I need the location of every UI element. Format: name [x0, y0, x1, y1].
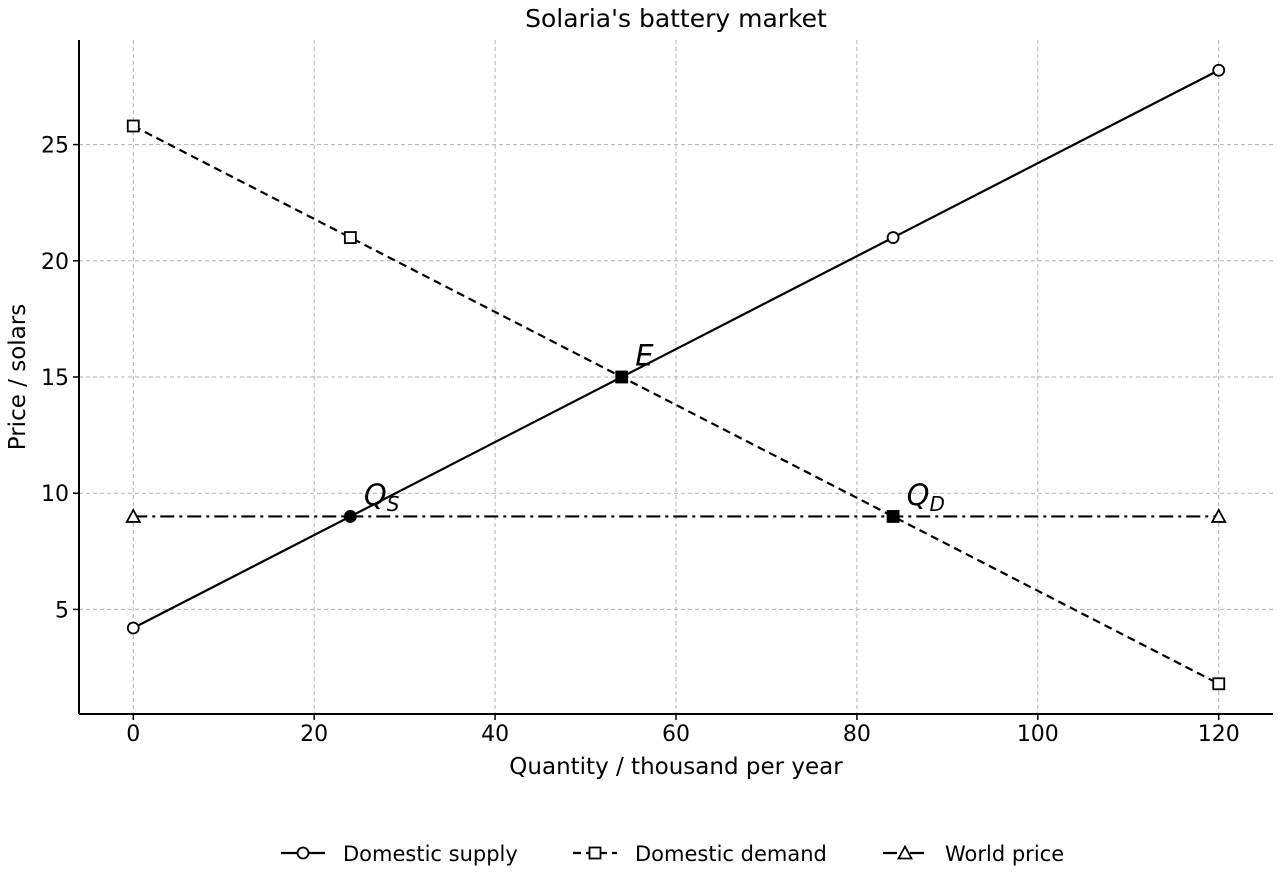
- data-point-domestic-supply: [126, 621, 140, 635]
- annotation-label: QS: [364, 478, 400, 516]
- y-tick-label: 5: [55, 598, 69, 623]
- x-tick-label: 100: [1017, 722, 1059, 747]
- y-axis-label: Price / solars: [5, 304, 31, 450]
- annotation-main: Q: [364, 478, 387, 512]
- x-tick-label: 80: [843, 722, 871, 747]
- legend-marker-domestic-supply: [296, 846, 310, 860]
- series-line-domestic-demand: [132, 125, 1220, 685]
- data-point-domestic-demand: [1212, 677, 1226, 691]
- annotation-main: E: [635, 338, 654, 372]
- annotation-main: Q: [907, 478, 930, 512]
- data-point-world-price: [125, 508, 142, 523]
- legend-label-domestic-supply: Domestic supply: [343, 842, 518, 866]
- x-tick-label: 20: [300, 722, 328, 747]
- legend-label-domestic-demand: Domestic demand: [635, 842, 827, 866]
- annotation-layer: EQS QD: [364, 338, 945, 515]
- legend: Domestic supply Domestic demand World pric…: [281, 842, 1064, 866]
- annotation-label: E: [635, 338, 654, 372]
- x-axis-label: Quantity / thousand per year: [509, 754, 843, 780]
- y-tick-label: 15: [41, 366, 69, 391]
- data-point-domestic-supply: [886, 231, 900, 244]
- x-tick-label: 60: [662, 722, 690, 747]
- marker-layer: [125, 63, 1227, 691]
- x-tick-label: 40: [481, 722, 509, 747]
- x-tick-label: 0: [126, 722, 140, 747]
- legend-marker-world-price: [896, 844, 914, 860]
- grid: [79, 40, 1273, 714]
- x-tick-label: 120: [1198, 722, 1240, 747]
- y-tick-label: 10: [41, 482, 69, 507]
- highlight-point: [886, 510, 900, 523]
- legend-marker-domestic-demand: [588, 846, 602, 860]
- data-point-domestic-demand: [126, 119, 140, 133]
- data-point-domestic-supply: [1212, 63, 1226, 77]
- legend-label-world-price: World price: [945, 842, 1064, 866]
- annotation-subscript: S: [387, 492, 400, 516]
- highlight-point: [615, 370, 629, 384]
- ticks: 0 20 40 60 80 100 120 5 10 15 20 25: [41, 134, 1240, 747]
- highlight-point: [343, 510, 357, 523]
- chart-title: Solaria's battery market: [525, 4, 827, 33]
- annotation-label: QD: [907, 478, 945, 516]
- data-point-domestic-demand: [343, 231, 357, 244]
- y-tick-label: 20: [41, 250, 69, 275]
- data-point-world-price: [1210, 508, 1227, 523]
- y-tick-label: 25: [41, 134, 69, 159]
- annotation-subscript: D: [929, 492, 944, 516]
